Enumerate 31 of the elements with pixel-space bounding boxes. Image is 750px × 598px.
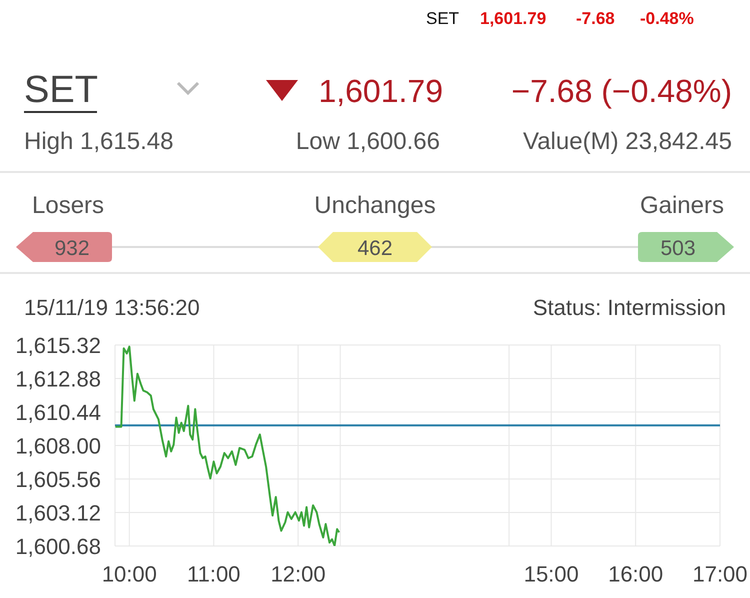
x-tick-label: 15:00 [524,562,579,587]
text: Gainers [640,192,724,219]
chart-title: 15/11/19 13:56:20 [24,295,200,321]
text: 503 [660,237,696,260]
text: 1,601.79 [318,73,443,109]
text: SET [426,9,460,28]
y-tick-label: 1,608.00 [15,433,101,458]
text: SET [24,69,98,111]
x-tick-label: 16:00 [608,562,664,587]
y-tick-label: 1,615.32 [15,332,101,358]
text: 932 [54,237,90,260]
text: 462 [357,237,393,260]
text: −7.68 (−0.48%) [511,73,732,109]
x-tick-label: 11:00 [187,562,240,587]
text: Value(M) 23,842.45 [522,128,732,155]
text: Losers [32,192,104,219]
text: 1,601.79 [480,9,546,28]
y-tick-label: 1,612.88 [15,366,101,392]
chart-subtitle: Status: Intermission [532,295,726,321]
text: Low 1,600.66 [296,128,440,155]
x-tick-label: 10:00 [102,562,157,587]
text: Unchanges [314,192,436,219]
y-tick-label: 1,605.56 [15,466,101,492]
y-tick-label: 1,603.12 [15,500,101,526]
text: -7.68 [576,9,615,28]
y-tick-label: 1,600.68 [15,534,101,559]
text: -0.48% [640,9,694,28]
y-tick-label: 1,610.44 [15,400,101,425]
x-tick-label: 12:00 [270,562,326,587]
x-tick-label: 17:00 [692,562,748,587]
text: High 1,615.48 [24,128,174,155]
